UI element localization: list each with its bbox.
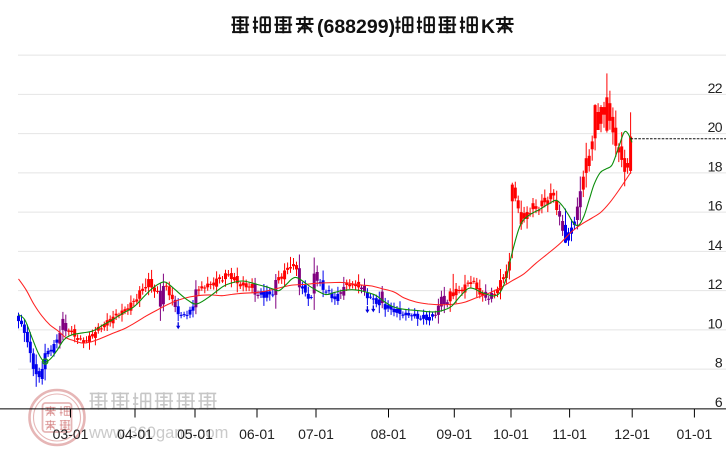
svg-text:11-01: 11-01 xyxy=(552,426,587,442)
svg-text:12-01: 12-01 xyxy=(614,426,650,442)
svg-text:08-01: 08-01 xyxy=(371,426,407,442)
svg-text:20: 20 xyxy=(708,119,723,135)
svg-text:10-01: 10-01 xyxy=(493,426,529,442)
svg-text:09-01: 09-01 xyxy=(436,426,472,442)
svg-text:K: K xyxy=(481,16,495,38)
svg-text:14: 14 xyxy=(708,237,723,253)
svg-text:12: 12 xyxy=(708,276,723,292)
svg-text:05-01: 05-01 xyxy=(177,426,213,442)
svg-text:22: 22 xyxy=(708,80,723,96)
svg-text:16: 16 xyxy=(708,198,723,214)
svg-text:(688299): (688299) xyxy=(317,16,395,38)
svg-text:03-01: 03-01 xyxy=(53,426,89,442)
svg-text:04-01: 04-01 xyxy=(117,426,153,442)
svg-text:8: 8 xyxy=(715,355,723,371)
svg-text:10: 10 xyxy=(708,315,723,331)
svg-text:06-01: 06-01 xyxy=(239,426,275,442)
svg-text:6: 6 xyxy=(715,394,723,410)
svg-text:www.360gann.com: www.360gann.com xyxy=(88,424,228,442)
svg-text:18: 18 xyxy=(708,158,723,174)
svg-text:01-01: 01-01 xyxy=(676,426,712,442)
svg-text:07-01: 07-01 xyxy=(298,426,334,442)
